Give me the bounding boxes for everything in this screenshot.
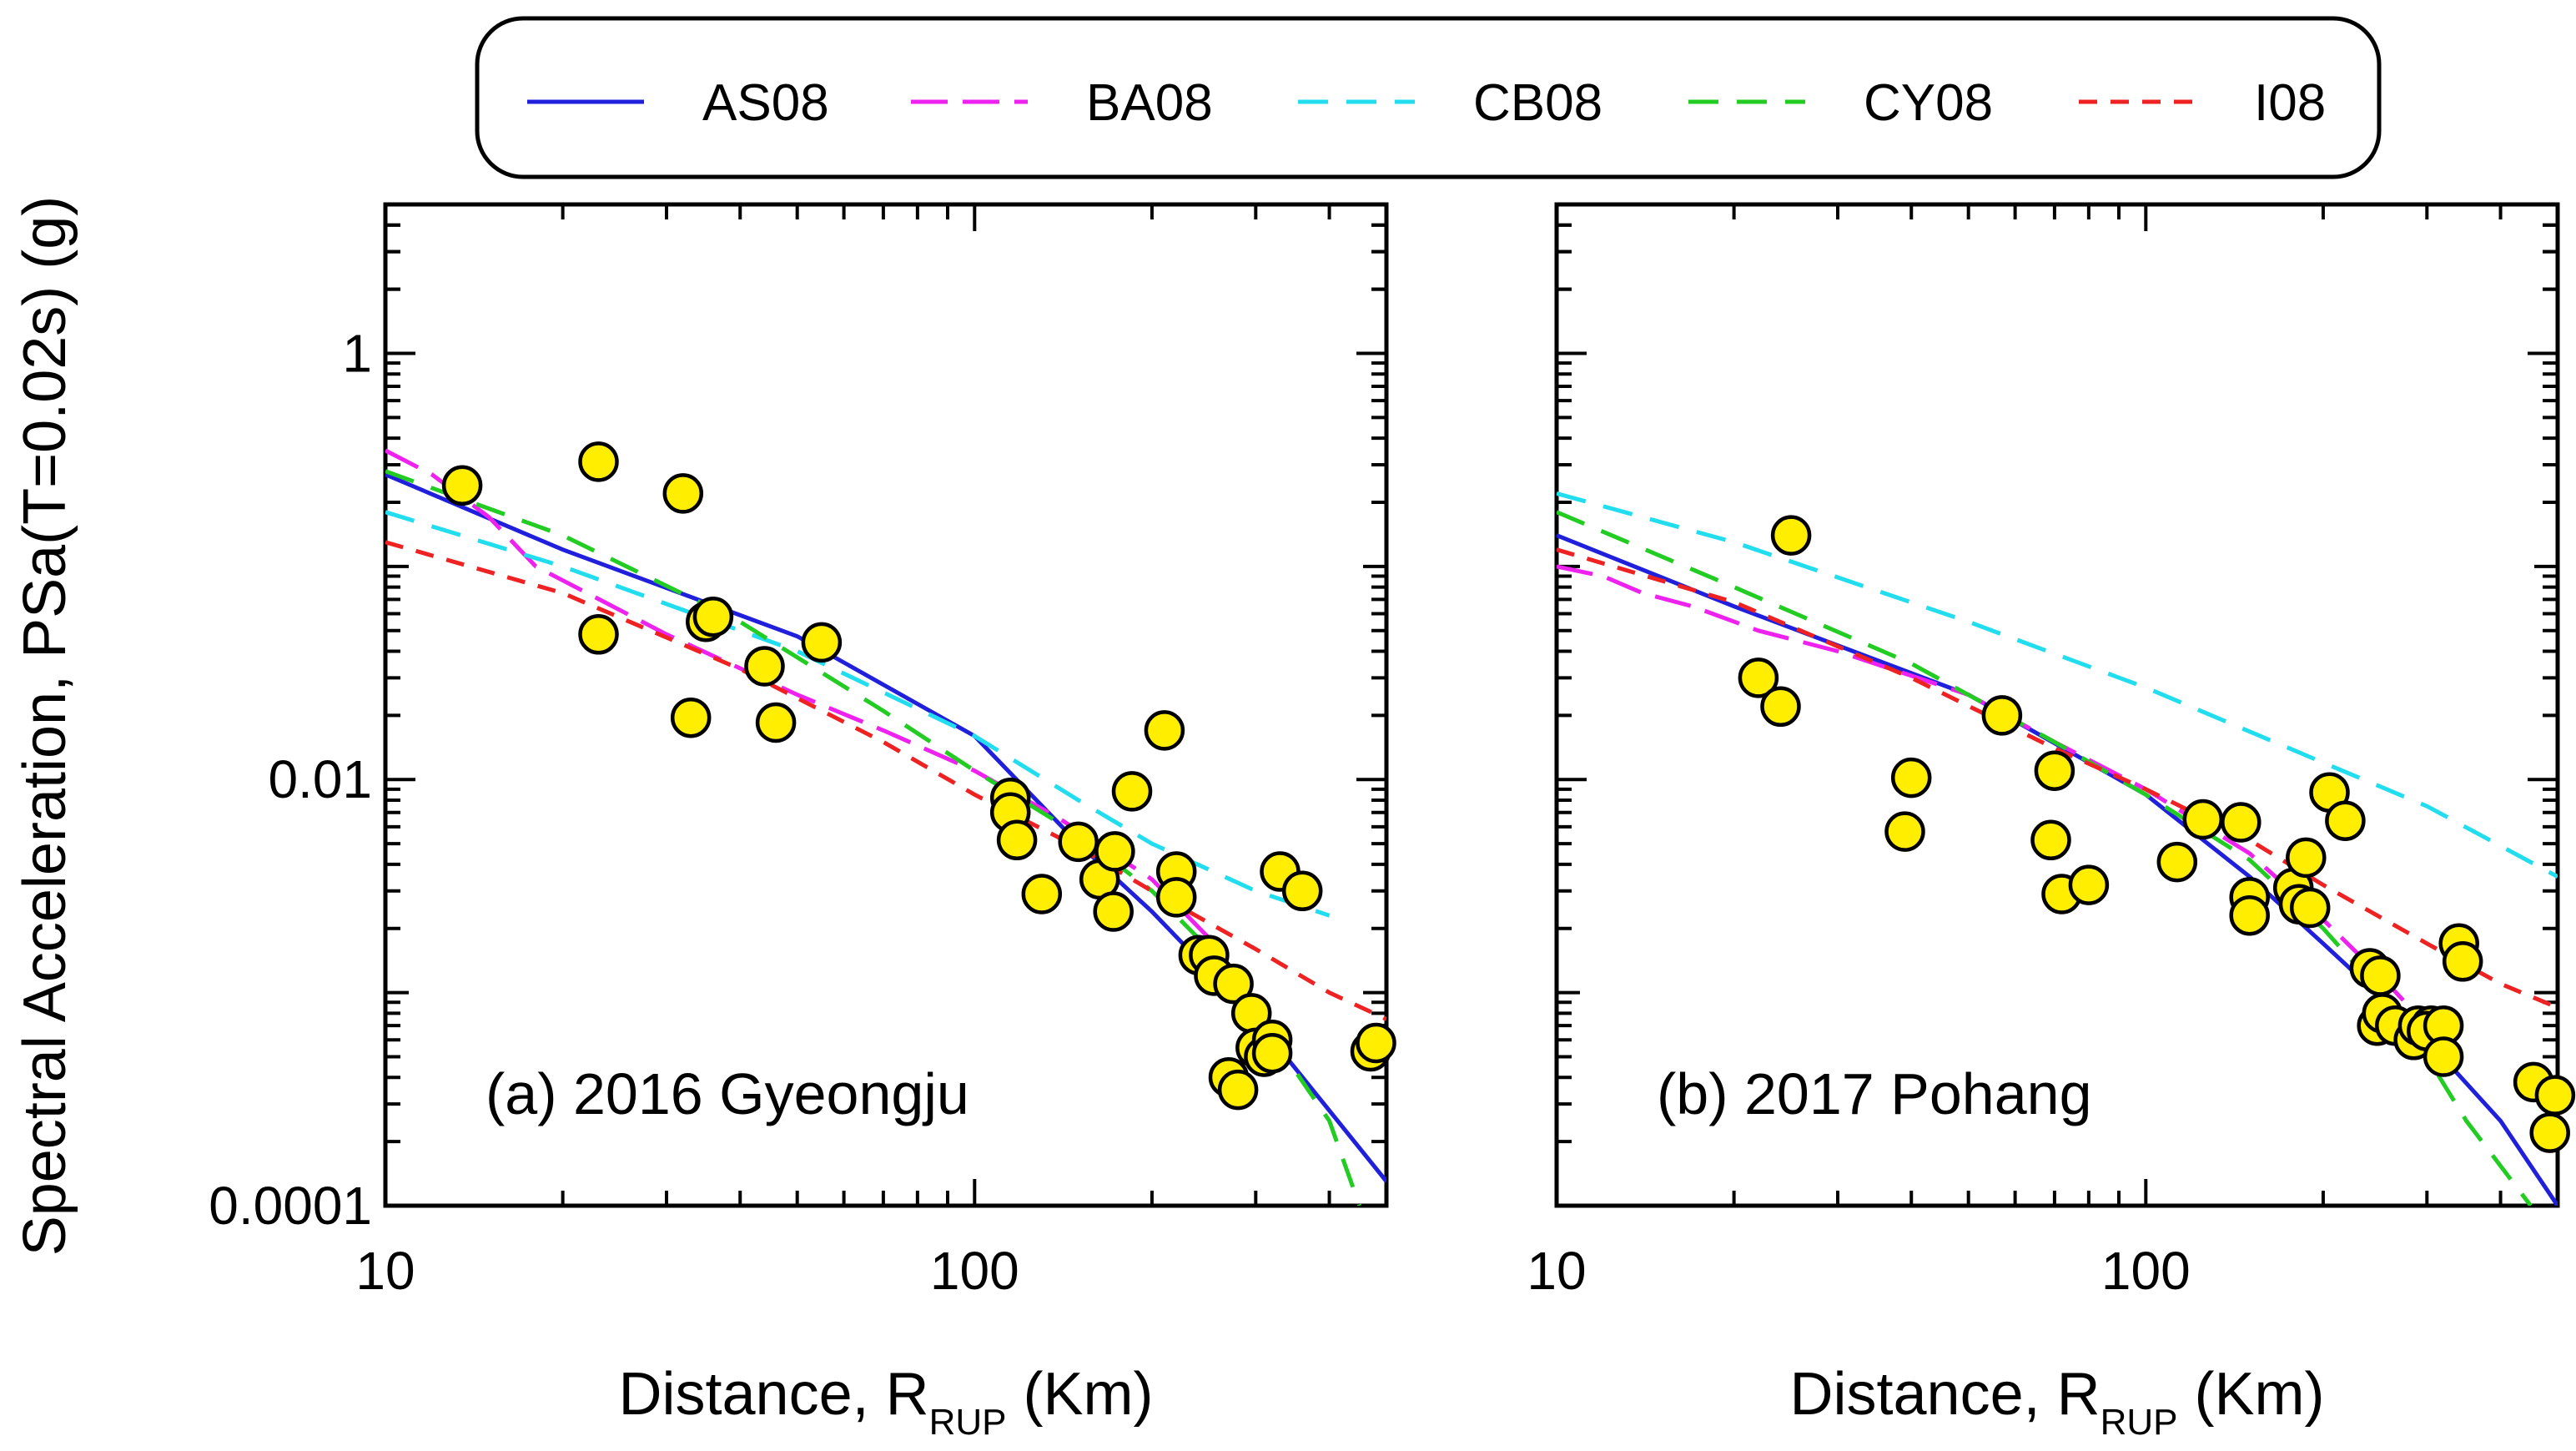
data-point bbox=[2534, 1075, 2576, 1116]
y-tick-label: 0.01 bbox=[268, 749, 372, 809]
y-tick-label: 0.0001 bbox=[209, 1176, 372, 1236]
data-point bbox=[755, 702, 797, 743]
data-point bbox=[1251, 1032, 1293, 1074]
x-tick-label: 100 bbox=[930, 1241, 1019, 1301]
data-point bbox=[670, 697, 712, 738]
data-point bbox=[2182, 799, 2224, 840]
data-point bbox=[2221, 802, 2262, 843]
legend-label-cy08: CY08 bbox=[1864, 74, 1993, 132]
y-ticks bbox=[385, 203, 1386, 1207]
data-point bbox=[2229, 894, 2270, 936]
data-point bbox=[2289, 887, 2331, 929]
data-point bbox=[1144, 710, 1185, 751]
panel-title: (a) 2016 Gyeongju bbox=[486, 1061, 969, 1126]
data-point bbox=[1281, 870, 1323, 912]
plot-frame bbox=[383, 202, 1389, 1208]
data-point bbox=[2030, 819, 2071, 861]
data-point bbox=[2360, 955, 2401, 996]
data-point bbox=[1155, 877, 1197, 918]
data-point bbox=[1760, 686, 1801, 728]
plot-frame bbox=[1554, 202, 2560, 1208]
data-point bbox=[2156, 841, 2198, 883]
data-point bbox=[2286, 837, 2327, 879]
series-line-i08 bbox=[385, 540, 1386, 1021]
data-point bbox=[1981, 695, 2023, 736]
data-point bbox=[2068, 864, 2110, 905]
data-point bbox=[1094, 831, 1135, 872]
panel-title: (b) 2017 Pohang bbox=[1657, 1061, 2092, 1126]
data-point bbox=[1021, 874, 1063, 914]
y-ticks bbox=[1557, 203, 2558, 1207]
data-point bbox=[578, 441, 619, 482]
series-line-cy08 bbox=[1557, 510, 2533, 1206]
x-axis-title: Distance, RRUP (Km) bbox=[1789, 1361, 2324, 1443]
observation-points bbox=[1738, 515, 2576, 1153]
legend: AS08 BA08 CB08 CY08 I08 bbox=[475, 16, 2382, 179]
series-line-cb08 bbox=[1557, 491, 2558, 879]
x-tick-label: 10 bbox=[355, 1241, 415, 1301]
data-point bbox=[2325, 800, 2366, 841]
legend-label-cb08: CB08 bbox=[1473, 74, 1602, 132]
data-point bbox=[1058, 821, 1099, 863]
data-point bbox=[1890, 757, 1932, 799]
data-point bbox=[692, 597, 734, 637]
data-point bbox=[1770, 515, 1812, 556]
y-tick-label: 1 bbox=[342, 323, 372, 383]
series-line-ba08 bbox=[1557, 564, 2429, 1027]
data-point bbox=[2034, 750, 2075, 791]
x-tick-label: 100 bbox=[2101, 1241, 2191, 1301]
y-axis-title: Spectral Acceleration, PSa(T=0.02s) (g) bbox=[12, 196, 78, 1257]
data-point bbox=[1213, 963, 1254, 1005]
x-axis-title: Distance, RRUP (Km) bbox=[618, 1361, 1153, 1443]
legend-label-as08: AS08 bbox=[702, 74, 829, 132]
data-point bbox=[578, 614, 619, 655]
series-line-ba08 bbox=[385, 448, 1258, 1004]
data-point bbox=[2423, 1036, 2464, 1077]
data-point bbox=[996, 819, 1038, 861]
legend-box bbox=[475, 16, 2382, 179]
data-point bbox=[1356, 1022, 1396, 1064]
legend-label-i08: I08 bbox=[2254, 74, 2326, 132]
series-line-cb08 bbox=[385, 510, 1331, 918]
data-point bbox=[744, 646, 785, 687]
data-point bbox=[801, 622, 843, 663]
data-point bbox=[1093, 891, 1134, 932]
data-point bbox=[1111, 771, 1153, 812]
legend-label-ba08: BA08 bbox=[1086, 74, 1213, 132]
data-point bbox=[662, 473, 704, 514]
x-ticks bbox=[1555, 204, 2559, 1206]
observation-points bbox=[441, 441, 1396, 1111]
data-point bbox=[1217, 1069, 1259, 1111]
data-point bbox=[2442, 941, 2483, 982]
data-point bbox=[441, 465, 483, 506]
data-point bbox=[1738, 657, 1779, 698]
data-point bbox=[1884, 811, 1925, 852]
panel-b: 10 100 Distance, RRUP (Km) (b) 2017 Pohang bbox=[1527, 202, 2576, 1443]
x-ticks bbox=[384, 204, 1388, 1206]
x-tick-label: 10 bbox=[1527, 1241, 1586, 1301]
data-point bbox=[2529, 1112, 2570, 1153]
